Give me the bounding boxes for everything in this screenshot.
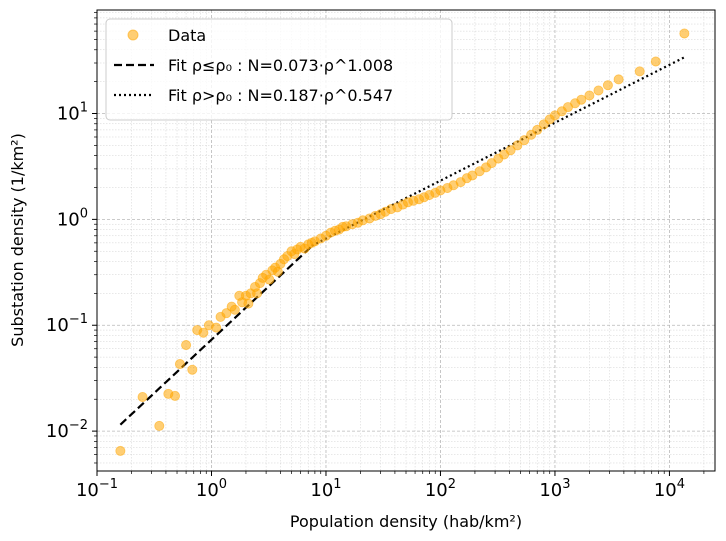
data-point	[467, 170, 478, 181]
x-tick-label: 102	[425, 477, 456, 501]
x-tick-label-exponent: 0	[219, 477, 227, 492]
y-tick-label-exponent: −2	[69, 418, 88, 433]
x-tick-label-base: 10	[310, 480, 333, 501]
data-point	[593, 85, 604, 96]
x-tick-label: 101	[310, 477, 341, 501]
data-point	[505, 145, 516, 156]
data-point	[519, 135, 530, 146]
data-point	[650, 56, 661, 67]
x-tick-label: 103	[539, 477, 570, 501]
y-tick-label-base: 10	[57, 209, 80, 230]
y-tick-label: 10−1	[46, 312, 88, 336]
data-point	[221, 308, 232, 319]
x-tick-label: 104	[654, 477, 685, 501]
data-point	[243, 298, 254, 309]
x-tick-label-base: 10	[654, 480, 677, 501]
y-tick-label: 100	[57, 206, 88, 230]
data-point	[181, 340, 192, 351]
x-tick-label-exponent: −1	[99, 477, 118, 492]
data-point	[198, 327, 209, 338]
data-point	[229, 304, 240, 315]
legend-marker-data	[127, 29, 139, 41]
y-axis-label: Substation density (1/km²)	[8, 133, 27, 347]
legend-label-fit-low: Fit ρ≤ρ₀ : N=0.073·ρ^1.008	[168, 56, 393, 75]
y-tick-label-exponent: −1	[69, 312, 88, 327]
data-point	[252, 288, 263, 299]
x-tick-label-exponent: 4	[677, 477, 685, 492]
legend-label-fit-high: Fit ρ>ρ₀ : N=0.187·ρ^0.547	[168, 86, 393, 105]
data-points	[115, 28, 690, 456]
data-point	[584, 90, 595, 101]
y-tick-label-base: 10	[46, 315, 69, 336]
legend-label-data: Data	[168, 26, 206, 45]
x-tick-label: 100	[196, 477, 227, 501]
x-tick-label-base: 10	[76, 480, 99, 501]
data-point	[174, 359, 185, 370]
data-point	[679, 28, 690, 39]
data-point	[154, 420, 165, 431]
data-point	[211, 322, 222, 333]
x-tick-label-base: 10	[539, 480, 562, 501]
y-tick-label-exponent: 0	[80, 206, 88, 221]
data-point	[613, 74, 624, 85]
data-point	[187, 364, 198, 375]
data-point	[264, 274, 275, 285]
x-tick-label-exponent: 2	[448, 477, 456, 492]
legend: Data Fit ρ≤ρ₀ : N=0.073·ρ^1.008 Fit ρ>ρ₀…	[105, 18, 453, 121]
x-tick-label-exponent: 1	[333, 477, 341, 492]
data-point	[512, 140, 523, 151]
grid	[96, 10, 715, 471]
legend-box	[105, 18, 453, 121]
x-tick-label: 10−1	[76, 477, 118, 501]
data-point	[115, 445, 126, 456]
data-point	[137, 392, 148, 403]
data-point	[576, 94, 587, 105]
y-tick-label: 101	[57, 101, 88, 125]
y-tick-label-exponent: 1	[80, 101, 88, 116]
data-point	[634, 66, 645, 77]
data-point	[532, 124, 543, 135]
x-tick-label-exponent: 3	[562, 477, 570, 492]
y-tick-label-base: 10	[46, 421, 69, 442]
data-point	[602, 80, 613, 91]
x-tick-label-base: 10	[425, 480, 448, 501]
x-axis-label: Population density (hab/km²)	[290, 512, 522, 531]
y-tick-label: 10−2	[46, 418, 88, 442]
x-tick-label-base: 10	[196, 480, 219, 501]
data-point	[169, 390, 180, 401]
y-tick-label-base: 10	[57, 104, 80, 125]
